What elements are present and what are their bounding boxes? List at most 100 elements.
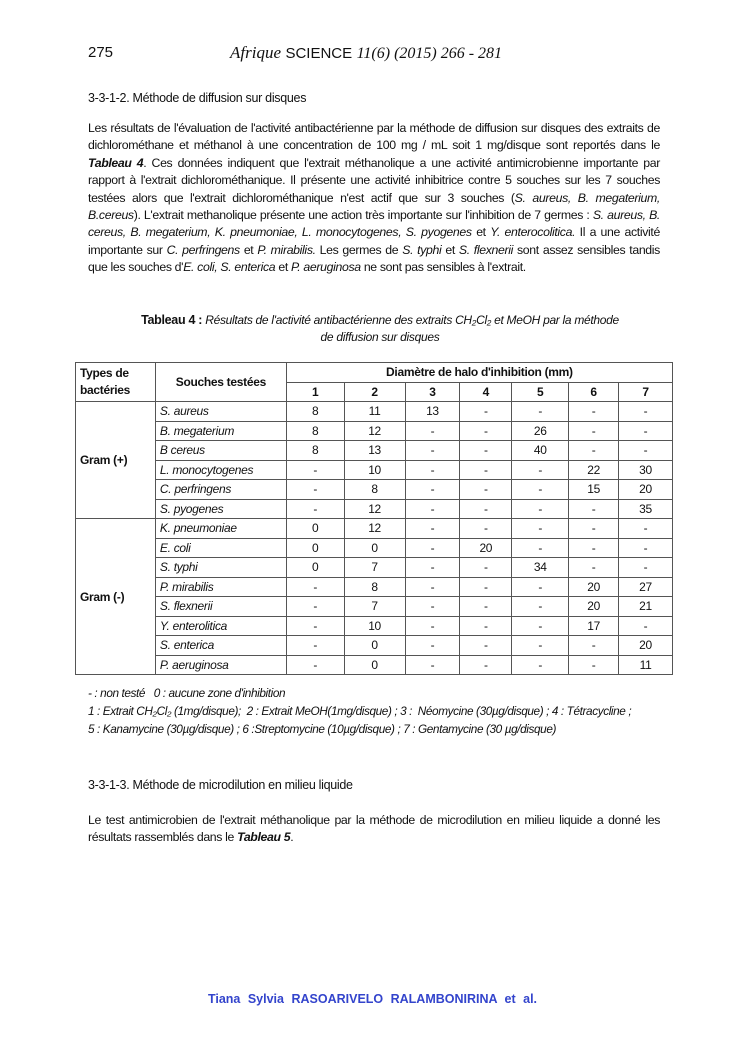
text-run: Les germes de (315, 242, 403, 257)
table-row: E. coli 0 0-20- - - (76, 537, 673, 558)
inhibition-value: - (511, 401, 570, 422)
inhibition-value: 10 (343, 615, 406, 636)
inhibition-value: 11 (343, 401, 406, 422)
inhibition-value: - (404, 635, 461, 656)
table-row: Gram (-) K. pneumoniae 0 12- - - - - (75, 518, 673, 675)
inhibition-value: 12 (343, 518, 406, 539)
table-caption: Tableau 4 : Résultats de l'activité anti… (140, 312, 620, 346)
inhibition-value: 8 (343, 479, 406, 500)
emphasized-text: C. perfringens (166, 242, 241, 257)
inhibition-value: - (618, 615, 673, 636)
table-row: P. mirabilis -8- - -20 27 (76, 576, 673, 597)
header-col-4: 4 (459, 381, 513, 402)
inhibition-value: 7 (343, 557, 406, 578)
inhibition-value: 0 (343, 654, 406, 675)
inhibition-value: 20 (618, 479, 673, 500)
inhibition-value: - (404, 498, 461, 519)
inhibition-value: - (511, 635, 570, 656)
emphasized-text: P. mirabilis. (257, 242, 316, 257)
emphasized-text: S. flexnerii (458, 242, 514, 257)
strain-name: B. megaterium (154, 420, 287, 441)
strain-name: B cereus (154, 440, 287, 461)
inhibition-value: - (568, 654, 620, 675)
results-table: Types de bactéries Souches testées Diamè… (75, 362, 674, 675)
inhibition-value: 12 (343, 498, 406, 519)
header-diameter: Diamètre de halo d'inhibition (mm) (285, 362, 674, 383)
inhibition-value: - (618, 401, 673, 422)
inhibition-value: - (459, 635, 513, 656)
inhibition-value: - (404, 596, 461, 617)
inhibition-value: - (511, 576, 570, 597)
text-run: . Ces données indiquent que l'extrait mé… (88, 155, 660, 205)
text-run: sont assez sensibles tandis que les souc… (88, 242, 660, 275)
section-heading-microdilution: 3-3-1-3. Méthode de microdilution en mil… (88, 778, 353, 792)
inhibition-value: - (618, 440, 673, 461)
table-caption-text: Résultats de l'activité antibactérienne … (205, 313, 619, 344)
text-run: Le test antimicrobien de l'extrait métha… (88, 813, 660, 845)
inhibition-value: - (568, 537, 620, 558)
inhibition-value: - (618, 557, 673, 578)
table-row: B. megaterium 8 12- -26- - (76, 420, 673, 441)
table-row: C. perfringens -8- - -15 20 (76, 479, 673, 500)
inhibition-value: 35 (618, 498, 673, 519)
inhibition-value: 0 (343, 537, 406, 558)
inhibition-value: - (285, 615, 345, 636)
inhibition-value: - (511, 615, 570, 636)
inhibition-value: 21 (618, 596, 673, 617)
page-number: 275 (88, 44, 114, 61)
group-label: Gram (-) (75, 518, 156, 675)
table-row: L. monocytogenes -10- - -22 30 (76, 459, 673, 480)
strain-name: C. perfringens (154, 479, 287, 500)
inhibition-value: 8 (343, 576, 406, 597)
table-row: S. pyogenes -12- - - -35 (76, 498, 673, 519)
inhibition-value: - (511, 596, 570, 617)
inhibition-value: - (511, 498, 570, 519)
inhibition-value: - (459, 401, 513, 422)
emphasized-text: Tableau 5 (237, 830, 291, 845)
inhibition-value: 10 (343, 459, 406, 480)
inhibition-value: 30 (618, 459, 673, 480)
strain-name: S. flexnerii (154, 596, 287, 617)
emphasized-text: S. aureus, B. cereus, B. megaterium, K. … (88, 208, 660, 240)
inhibition-value: 20 (568, 576, 620, 597)
inhibition-value: - (511, 459, 570, 480)
inhibition-value: 20 (568, 596, 620, 617)
inhibition-value: - (285, 654, 345, 675)
table-row: S. flexnerii -7- - -20 21 (76, 596, 673, 617)
header-col-2: 2 (343, 381, 406, 402)
section-heading-diffusion: 3-3-1-2. Méthode de diffusion sur disque… (88, 91, 307, 105)
note-columns-2: 5 : Kanamycine (30µg/disque) ; 6 :Strept… (88, 722, 557, 736)
strain-name: K. pneumoniae (154, 518, 287, 539)
journal-title-italic: Afrique (230, 43, 281, 62)
journal-title: SCIENCE (285, 45, 353, 62)
inhibition-value: - (568, 557, 620, 578)
strain-name: P. mirabilis (154, 576, 287, 597)
table-row: Gram (+) S. aureus 8 11 13- - - - (75, 401, 673, 519)
inhibition-value: - (459, 654, 513, 675)
header-types: Types de bactéries (75, 362, 156, 402)
inhibition-value: 0 (285, 537, 345, 558)
inhibition-value: 13 (404, 401, 461, 422)
table-row: P. aeruginosa -0- - - -11 (76, 654, 673, 675)
inhibition-value: 0 (343, 635, 406, 656)
inhibition-value: - (511, 537, 570, 558)
journal-header: Afrique SCIENCE 11(6) (2015) 266 - 281 (230, 43, 502, 63)
inhibition-value: - (404, 537, 461, 558)
note-columns-1: 1 : Extrait CH₂Cl₂ (1mg/disque); 2 : Ext… (88, 704, 632, 718)
inhibition-value: - (459, 557, 513, 578)
inhibition-value: - (511, 518, 570, 539)
inhibition-value: - (285, 479, 345, 500)
journal-volume: 11(6) (2015) 266 - 281 (356, 45, 503, 62)
table-row: S. enterica -0- - - -20 (76, 635, 673, 656)
inhibition-value: - (511, 654, 570, 675)
text-run: ne sont pas sensibles à l'extrait. (360, 260, 526, 275)
inhibition-value: 11 (618, 654, 673, 675)
inhibition-value: - (568, 440, 620, 461)
inhibition-value: 17 (568, 615, 620, 636)
inhibition-value: - (285, 635, 345, 656)
inhibition-value: 40 (511, 440, 570, 461)
inhibition-value: - (618, 518, 673, 539)
inhibition-value: 7 (343, 596, 406, 617)
strain-name: L. monocytogenes (154, 459, 287, 480)
inhibition-value: 0 (285, 518, 345, 539)
